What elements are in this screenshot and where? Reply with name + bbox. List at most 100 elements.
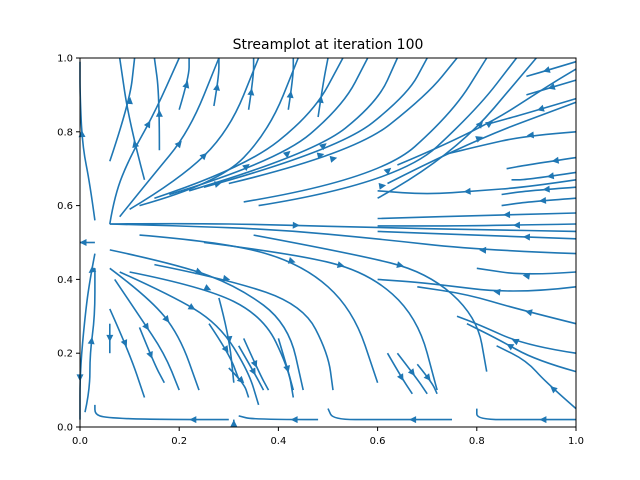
streamline-arrow-38 — [503, 211, 511, 219]
streamline-arrow-2 — [79, 239, 87, 246]
streamline-42 — [377, 278, 577, 292]
streamline-arrow-66 — [423, 373, 431, 381]
streamline-34 — [511, 171, 577, 181]
streamline-38 — [377, 212, 577, 220]
streamlines-group — [76, 57, 577, 427]
streamline-51 — [109, 267, 200, 391]
x-tick-label: 0.6 — [370, 436, 386, 447]
streamline-arrow-69 — [290, 416, 298, 424]
streamline-arrow-45 — [506, 343, 515, 351]
streamline-16 — [243, 57, 488, 203]
streamline-arrow-37 — [538, 197, 547, 204]
streamline-arrow-68 — [189, 416, 197, 424]
streamline-21 — [118, 57, 146, 181]
streamline-arrow-47 — [194, 267, 203, 275]
streamline-39 — [377, 223, 577, 227]
streamline-arrow-65 — [407, 368, 415, 376]
streamline-66 — [416, 363, 438, 395]
streamline-arrow-52 — [142, 322, 149, 331]
streamline-arrow-28 — [316, 95, 324, 104]
streamline-arrow-16 — [383, 167, 392, 175]
streamline-36 — [501, 186, 577, 196]
streamline-arrow-55 — [222, 274, 231, 282]
streamline-28 — [317, 57, 329, 118]
streamline-20 — [397, 68, 577, 166]
streamline-arrow-59 — [249, 367, 256, 376]
streamline-arrow-9 — [199, 152, 207, 161]
streamline-arrow-32 — [526, 131, 534, 139]
streamline-arrow-48 — [287, 257, 296, 264]
streamline-7 — [109, 57, 180, 225]
streamline-arrow-40 — [522, 233, 530, 241]
streamline-65 — [396, 352, 428, 395]
x-tick-label: 0.4 — [270, 436, 286, 447]
streamline-arrow-56 — [120, 339, 128, 347]
y-tick-label: 0.6 — [57, 201, 73, 212]
streamline-arrow-36 — [542, 185, 550, 193]
streamline-13 — [188, 57, 399, 192]
y-tick-label: 1.0 — [57, 54, 73, 65]
streamline-12 — [169, 57, 369, 196]
x-tick-label: 0.0 — [72, 436, 88, 447]
streamline-arrow-6 — [479, 246, 487, 254]
streamline-arrow-57 — [106, 334, 114, 342]
streamline-arrow-60 — [221, 345, 229, 353]
streamline-69 — [238, 415, 319, 421]
streamline-68 — [94, 404, 229, 421]
streamline-53 — [119, 271, 260, 406]
streamline-29 — [526, 60, 577, 78]
streamline-50 — [253, 234, 488, 372]
streamline-arrow-63 — [146, 351, 153, 359]
streamline-25 — [213, 58, 220, 107]
streamline-arrow-30 — [547, 83, 556, 90]
y-tick-label: 0.8 — [57, 127, 73, 138]
streamline-arrow-42 — [493, 288, 501, 296]
streamline-arrow-12 — [282, 150, 291, 159]
streamline-31 — [486, 97, 577, 126]
streamline-52 — [114, 278, 180, 391]
streamline-arrow-7 — [143, 120, 151, 129]
x-tick-label: 0.8 — [469, 436, 485, 447]
streamline-61 — [242, 338, 270, 391]
streamline-arrow-23 — [155, 109, 163, 117]
streamline-arrow-34 — [546, 172, 555, 180]
streamline-arrow-46 — [550, 386, 558, 394]
streamline-arrow-26 — [247, 88, 255, 96]
streamline-arrow-44 — [511, 338, 520, 346]
streamline-55 — [154, 263, 334, 391]
streamline-arrow-49 — [336, 261, 345, 268]
streamline-arrow-62 — [283, 365, 290, 373]
streamline-24 — [178, 58, 190, 110]
streamline-arrow-17 — [378, 182, 387, 190]
streamline-arrow-51 — [162, 315, 170, 323]
streamline-4 — [84, 268, 96, 413]
streamline-arrow-70 — [409, 416, 417, 424]
streamline-26 — [247, 58, 255, 110]
y-tick-label: 0.0 — [57, 423, 73, 434]
streamline-arrow-35 — [463, 187, 471, 195]
y-tick-label: 0.4 — [57, 275, 73, 286]
streamline-arrow-61 — [250, 360, 258, 368]
streamline-arrow-8 — [174, 140, 182, 149]
streamline-arrow-72 — [230, 419, 238, 427]
streamline-22 — [109, 57, 136, 162]
streamline-5 — [109, 222, 577, 233]
y-tick-label: 0.2 — [57, 349, 73, 360]
streamline-arrow-27 — [286, 90, 294, 99]
streamline-arrow-13 — [319, 143, 327, 151]
streamline-arrow-71 — [539, 416, 547, 424]
streamline-arrow-4 — [87, 337, 95, 345]
streamline-10 — [139, 57, 299, 207]
streamline-37 — [501, 197, 577, 207]
plot-frame — [79, 57, 577, 428]
streamline-45 — [466, 322, 577, 373]
streamline-40 — [377, 230, 577, 240]
streamline-arrow-33 — [551, 156, 560, 164]
streamline-arrow-43 — [525, 309, 533, 317]
streamline-arrow-22 — [125, 97, 133, 105]
streamline-23 — [153, 57, 161, 151]
streamline-arrow-31 — [537, 104, 545, 112]
streamline-arrow-25 — [213, 83, 220, 91]
